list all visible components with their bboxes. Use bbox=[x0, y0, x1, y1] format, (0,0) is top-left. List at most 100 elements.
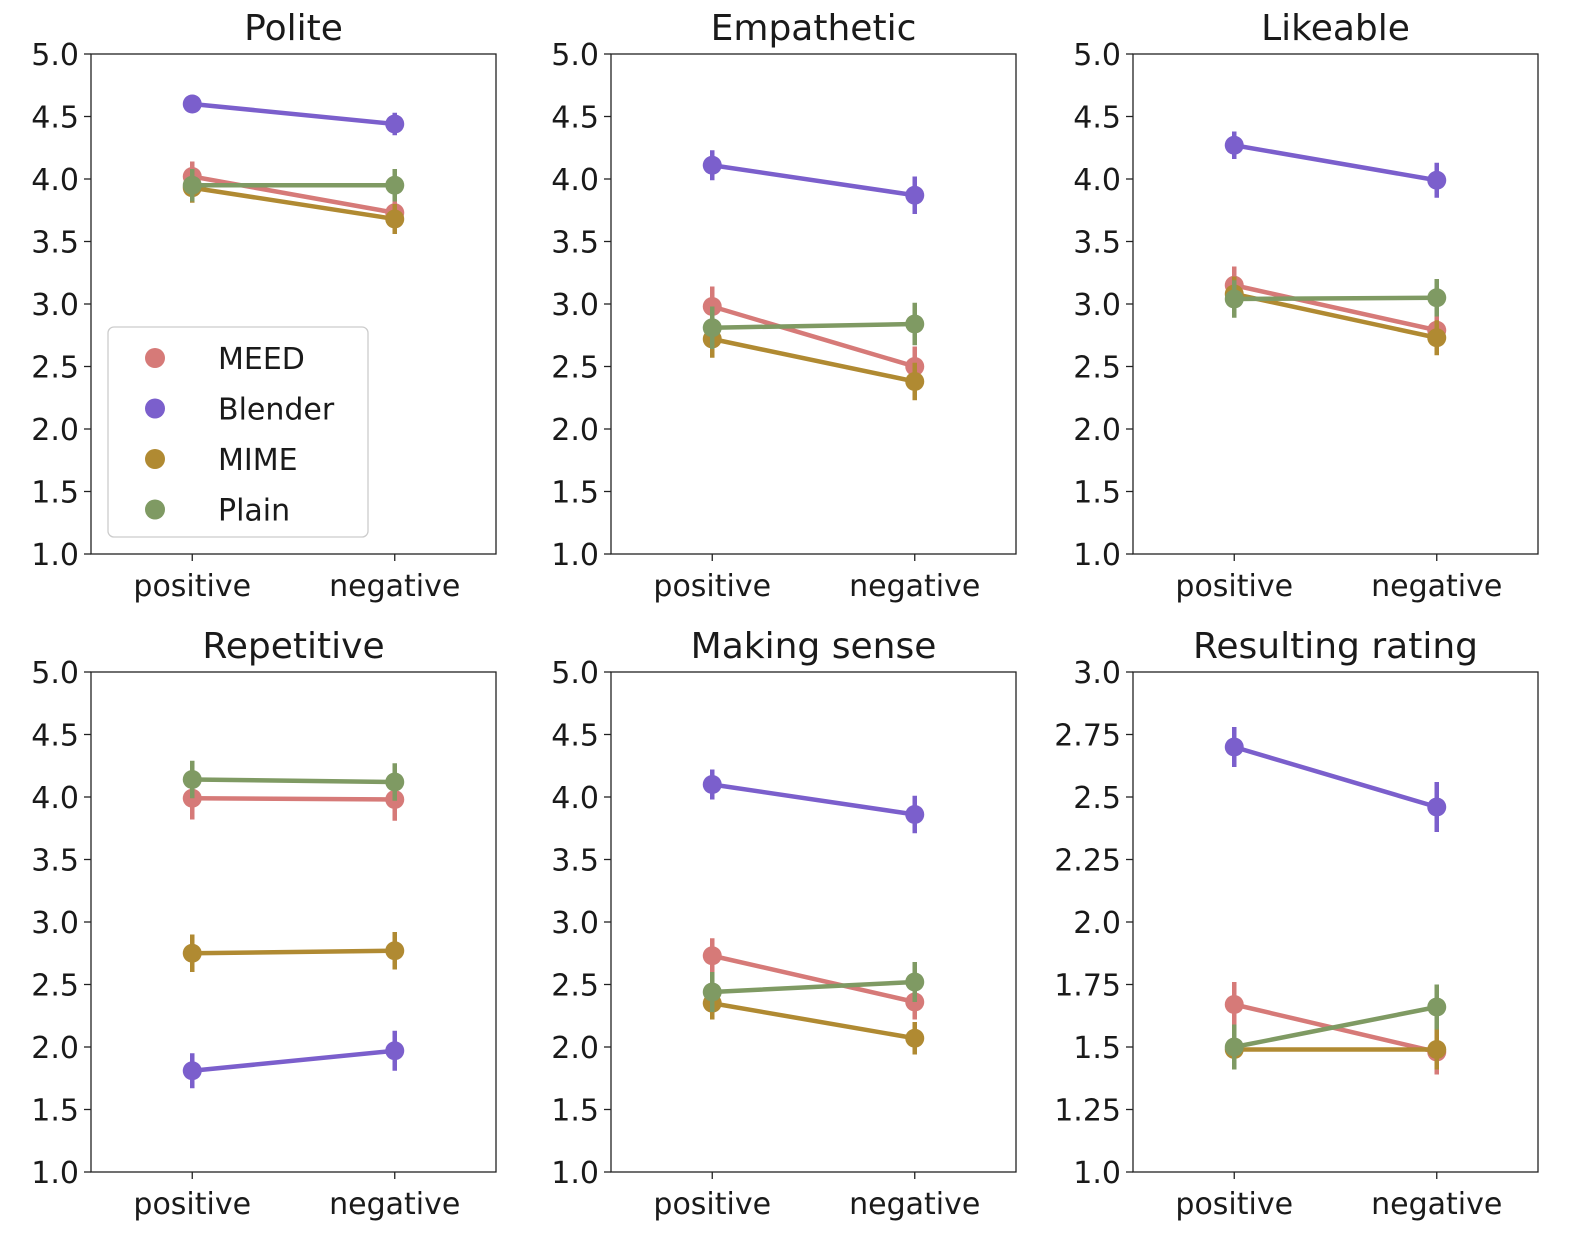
y-tick-label: 4.5 bbox=[1073, 101, 1121, 136]
series-line-meed bbox=[710, 953, 917, 1005]
series-line-meed bbox=[1232, 283, 1439, 333]
data-point-plain bbox=[1427, 288, 1447, 308]
x-tick-label: positive bbox=[133, 569, 251, 604]
data-point-mime bbox=[1427, 1040, 1447, 1059]
data-point-blender bbox=[702, 775, 722, 794]
x-tick-label: negative bbox=[1371, 569, 1502, 604]
y-tick-label: 5.0 bbox=[1073, 38, 1121, 73]
y-tick-label: 2.5 bbox=[551, 351, 599, 386]
y-tick-label: 4.0 bbox=[551, 781, 599, 816]
data-point-blender bbox=[905, 185, 925, 205]
data-point-blender bbox=[1224, 135, 1244, 155]
data-point-meed bbox=[702, 946, 722, 966]
y-tick-label: 3.5 bbox=[1073, 226, 1121, 261]
series-plain bbox=[702, 302, 925, 349]
y-tick-label: 3.0 bbox=[31, 288, 79, 323]
series-meed bbox=[702, 286, 925, 387]
chart-panel-3: Repetitive 1.0 1.5 2.0 2.5 3.0 3.5 4.0 4.5 5.0 pos… bbox=[31, 626, 497, 1222]
y-tick-label: 3.5 bbox=[31, 844, 79, 879]
axes-frame bbox=[1132, 671, 1539, 1173]
series-line-meed bbox=[190, 174, 397, 215]
series-blender bbox=[702, 150, 925, 214]
series-blender bbox=[1224, 131, 1447, 198]
y-tick-label: 2.0 bbox=[1073, 906, 1121, 941]
series-line-blender bbox=[710, 163, 917, 198]
panels: Polite 1.0 1.5 2.0 2.5 3.0 3.5 4.0 4.5 5.0 positiv… bbox=[31, 8, 1539, 1222]
series-line-mime bbox=[190, 185, 397, 222]
y-tick-label: 2.5 bbox=[1073, 351, 1121, 386]
y-tick-label: 4.5 bbox=[31, 719, 79, 754]
series-line-mime bbox=[1232, 291, 1439, 340]
axes-frame bbox=[1132, 53, 1539, 555]
y-tick-label: 1.5 bbox=[1073, 1031, 1121, 1066]
series-line-blender bbox=[190, 101, 397, 127]
series-line-blender bbox=[1232, 143, 1439, 183]
x-tick-label: positive bbox=[653, 1187, 771, 1222]
series-line-blender bbox=[190, 1048, 397, 1073]
data-point-plain bbox=[385, 772, 405, 792]
y-tick-label: 3.0 bbox=[551, 288, 599, 323]
y-tick-label: 2.5 bbox=[551, 969, 599, 1004]
y-tick-label: 3.0 bbox=[1073, 288, 1121, 323]
x-tick-label: positive bbox=[653, 569, 771, 604]
y-tick-label: 5.0 bbox=[31, 38, 79, 73]
x-tick-label: negative bbox=[1371, 1187, 1502, 1222]
y-tick-label: 2.0 bbox=[551, 413, 599, 448]
y-tick-label: 1.0 bbox=[551, 538, 599, 573]
x-tick-label: negative bbox=[849, 1187, 980, 1222]
y-tick-label: 2.5 bbox=[31, 969, 79, 1004]
x-tick-label: positive bbox=[1175, 1187, 1293, 1222]
data-point-mime bbox=[182, 943, 202, 963]
series-line-blender bbox=[1232, 744, 1439, 810]
y-tick-label: 1.5 bbox=[31, 476, 79, 511]
x-tick-label: negative bbox=[849, 569, 980, 604]
data-point-plain bbox=[182, 175, 202, 195]
data-point-blender bbox=[1224, 737, 1244, 757]
y-tick-label: 1.0 bbox=[1073, 538, 1121, 573]
legend-label-blender: Blender bbox=[218, 393, 335, 428]
data-point-blender bbox=[182, 94, 202, 114]
legend-label-meed: MEED bbox=[218, 342, 305, 377]
data-point-plain bbox=[1224, 1037, 1244, 1057]
y-tick-label: 2.0 bbox=[31, 1031, 79, 1066]
data-point-blender bbox=[385, 1041, 405, 1061]
series-plain bbox=[182, 169, 405, 202]
data-point-mime bbox=[905, 1028, 925, 1048]
chart-title: Empathetic bbox=[711, 8, 917, 49]
data-point-plain bbox=[182, 770, 202, 789]
series-line-mime bbox=[190, 948, 397, 956]
chart-title: Resulting rating bbox=[1193, 626, 1478, 667]
y-tick-label: 4.0 bbox=[31, 163, 79, 198]
series-plain bbox=[702, 962, 925, 1012]
data-point-plain bbox=[702, 318, 722, 338]
data-point-mime bbox=[385, 941, 405, 961]
y-tick-label: 1.5 bbox=[1073, 476, 1121, 511]
series-line-plain bbox=[1232, 295, 1439, 302]
chart-panel-2: Likeable 1.0 1.5 2.0 2.5 3.0 3.5 4.0 4.5 5.0 posit… bbox=[1073, 8, 1539, 604]
y-tick-label: 4.5 bbox=[31, 101, 79, 136]
y-tick-label: 4.5 bbox=[551, 719, 599, 754]
x-tick-label: negative bbox=[329, 1187, 460, 1222]
series-line-mime bbox=[710, 1001, 917, 1041]
y-tick-label: 5.0 bbox=[551, 656, 599, 691]
y-tick-label: 1.0 bbox=[31, 538, 79, 573]
axes-frame bbox=[90, 671, 497, 1173]
data-point-plain bbox=[905, 314, 925, 334]
y-tick-label: 1.0 bbox=[1073, 1156, 1121, 1191]
legend-label-plain: Plain bbox=[218, 494, 290, 529]
axes-frame bbox=[610, 53, 1017, 555]
data-point-blender bbox=[182, 1061, 202, 1081]
legend-label-mime: MIME bbox=[218, 443, 298, 478]
y-tick-label: 4.0 bbox=[31, 781, 79, 816]
y-tick-label: 3.5 bbox=[551, 226, 599, 261]
legend-marker-mime bbox=[145, 449, 165, 469]
data-point-mime bbox=[385, 209, 405, 229]
data-point-plain bbox=[702, 982, 722, 1002]
data-point-blender bbox=[905, 805, 925, 824]
axes-frame bbox=[610, 671, 1017, 1173]
data-point-mime bbox=[1427, 328, 1447, 348]
data-point-plain bbox=[1224, 289, 1244, 309]
legend-marker-plain bbox=[145, 499, 165, 520]
series-line-plain bbox=[710, 321, 917, 330]
